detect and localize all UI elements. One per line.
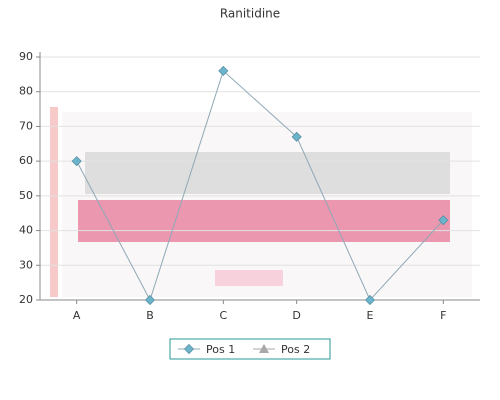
series-line xyxy=(76,69,444,302)
y-tick-label: 20 xyxy=(19,293,33,306)
y-tick-label: 90 xyxy=(19,50,33,63)
background-decoration xyxy=(50,107,472,297)
x-tick-label: B xyxy=(146,309,154,322)
y-tick-label: 40 xyxy=(19,224,33,237)
plot-area: 20 30 40 50 60 70 80 90 A B C D E F xyxy=(19,50,480,322)
decor-bar xyxy=(50,107,58,297)
marker xyxy=(364,294,376,306)
marker xyxy=(218,65,229,76)
x-tick-label: D xyxy=(292,309,300,322)
legend-label: Pos 2 xyxy=(281,343,310,356)
decor-band xyxy=(85,152,450,194)
marker xyxy=(259,344,269,353)
x-tick-label: A xyxy=(73,309,81,322)
decor-panel xyxy=(62,112,472,297)
marker xyxy=(438,215,449,226)
x-tick-label: F xyxy=(440,309,446,322)
y-tick-label: 70 xyxy=(19,119,33,132)
legend: Pos 1 Pos 2 xyxy=(169,338,331,360)
x-tick-label: C xyxy=(219,309,227,322)
decor-band xyxy=(215,270,283,286)
marker xyxy=(291,131,302,142)
chart-title: Ranitidine xyxy=(220,7,280,21)
legend-label: Pos 1 xyxy=(206,343,235,356)
legend-box xyxy=(169,338,331,360)
x-tick-label: E xyxy=(367,309,374,322)
marker xyxy=(183,343,195,355)
y-tick-label: 60 xyxy=(19,154,33,167)
y-tick-label: 80 xyxy=(19,85,33,98)
y-tick-label: 50 xyxy=(19,189,33,202)
marker xyxy=(71,156,82,167)
y-tick-label: 30 xyxy=(19,258,33,271)
decor-band xyxy=(78,200,450,242)
marker xyxy=(144,294,156,306)
